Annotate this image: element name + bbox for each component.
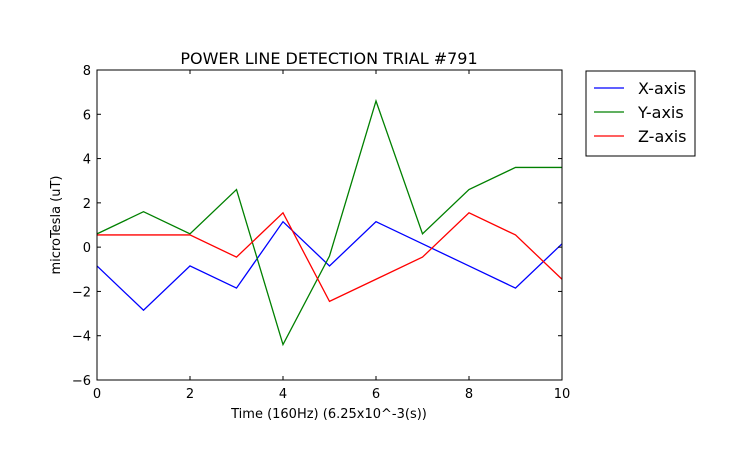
x-axis-label: Time (160Hz) (6.25x10^-3(s)) xyxy=(230,407,427,422)
axis-ticks: 0 2 4 6 8 10 −6 −4 −2 0 2 4 6 8 xyxy=(72,64,570,402)
legend-items: X-axis Y-axis Z-axis xyxy=(594,79,687,146)
series-line-z-axis xyxy=(97,211,563,303)
y-tick-label: −6 xyxy=(72,374,91,389)
plot-frame xyxy=(96,69,563,381)
y-axis-label: microTesla (uT) xyxy=(49,176,64,275)
x-tick-label: 8 xyxy=(465,387,473,402)
y-tick-label: 8 xyxy=(83,64,91,79)
x-tick-label: 10 xyxy=(554,387,571,402)
x-tick-label: 0 xyxy=(93,387,101,402)
legend-box xyxy=(585,70,696,157)
y-tick-label: 6 xyxy=(83,108,91,123)
legend: X-axis Y-axis Z-axis xyxy=(585,70,696,157)
y-tick-label: 0 xyxy=(83,241,91,256)
x-tick-label: 6 xyxy=(372,387,380,402)
chart-title: POWER LINE DETECTION TRIAL #791 xyxy=(180,49,477,68)
plot-area xyxy=(97,70,562,380)
y-tick-label: −4 xyxy=(72,330,91,345)
y-tick-label: 2 xyxy=(83,197,91,212)
series-line-y-axis xyxy=(96,98,562,347)
series-line-x-axis xyxy=(96,220,563,312)
legend-label-x-axis: X-axis xyxy=(638,79,686,98)
x-tick-label: 4 xyxy=(279,387,287,402)
legend-label-y-axis: Y-axis xyxy=(637,103,684,122)
y-tick-label: −2 xyxy=(72,285,91,300)
legend-label-z-axis: Z-axis xyxy=(638,127,687,146)
y-tick-label: 4 xyxy=(83,153,91,168)
series-lines xyxy=(96,98,563,347)
x-tick-label: 2 xyxy=(186,387,194,402)
